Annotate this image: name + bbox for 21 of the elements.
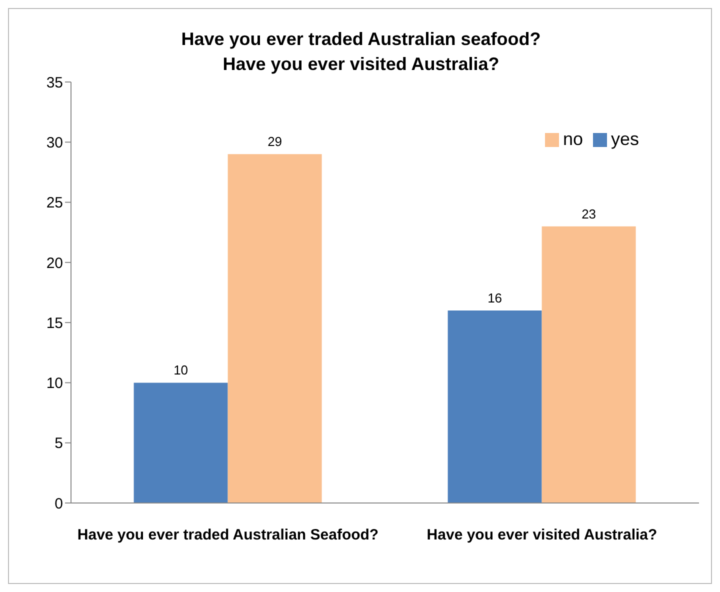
bar — [228, 154, 322, 503]
data-label: 10 — [174, 362, 188, 378]
x-tick-label: Have you ever visited Australia? — [426, 526, 658, 544]
y-tick-label: 10 — [46, 375, 63, 392]
y-tick-label: 0 — [54, 495, 63, 512]
y-tick-label: 30 — [46, 134, 63, 152]
y-tick-label: 15 — [46, 314, 63, 332]
y-tick-label: 5 — [54, 435, 63, 452]
bar — [542, 226, 636, 503]
chart-title: Have you ever traded Australian seafood? Have you ever visited Australia? — [180, 28, 542, 74]
bar — [448, 310, 542, 503]
x-tick-label: Have you ever traded Australian Seafood? — [77, 526, 379, 544]
y-tick-label: 35 — [46, 74, 63, 92]
bar — [134, 382, 228, 503]
y-tick-label: 25 — [46, 194, 63, 212]
data-label: 23 — [582, 206, 596, 222]
data-label: 16 — [488, 290, 502, 306]
legend-label: no — [562, 129, 583, 149]
data-label: 29 — [268, 134, 282, 150]
legend-label: yes — [610, 129, 639, 149]
y-tick-label: 20 — [46, 254, 63, 272]
